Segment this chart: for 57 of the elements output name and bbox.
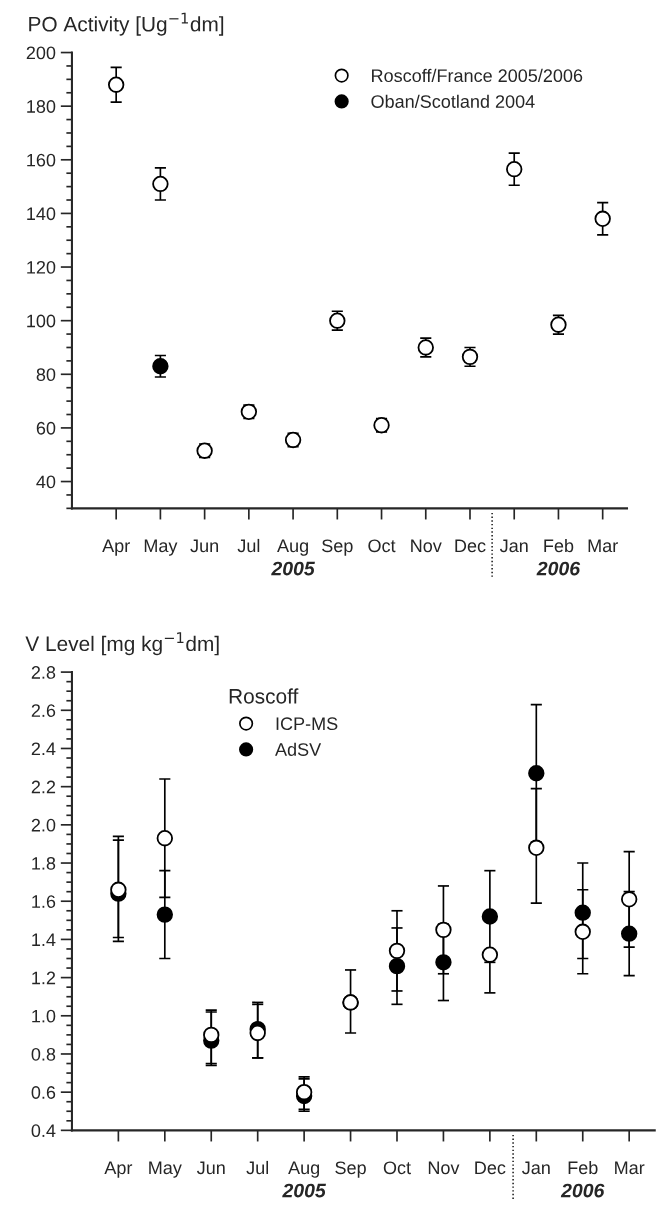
x-tick-label: Oct	[368, 539, 396, 553]
x-tick-label: Nov	[428, 1161, 460, 1175]
x-tick-label: May	[149, 1161, 182, 1178]
x-tick-label: Jun	[196, 1161, 225, 1175]
legend-label: AdSV	[275, 742, 322, 756]
y-tick-label: 40	[36, 475, 56, 489]
text: 2005	[282, 1183, 326, 1198]
y-tick-label: 100	[27, 314, 56, 328]
x-tick-label: Jul	[237, 538, 260, 553]
x-tick-label: Jan	[499, 539, 528, 553]
y-tick-label: 0.6	[31, 1086, 56, 1099]
x-tick-label: Aug	[277, 539, 308, 556]
x-tick-label: Aug	[288, 1161, 320, 1178]
y-tick-label: 160	[27, 153, 56, 167]
x-tick-label: Jun	[190, 539, 219, 553]
y-tick-label: 2.2	[31, 780, 56, 794]
x-tick-label: Sep	[322, 539, 353, 556]
y-tick-label: 2.6	[31, 704, 56, 718]
y-tick-label: 180	[27, 100, 56, 113]
y-tick-label: 2.8	[31, 666, 56, 679]
legend-title: Roscoff	[229, 688, 299, 704]
y-axis-title: V Level [mg kg$^{−1}$dm]	[25, 632, 219, 656]
text: 2005	[271, 561, 315, 576]
x-tick-label: Jan	[522, 1161, 550, 1175]
y-axis-title: PO Activity [Ug$^{−1}$dm]	[29, 12, 224, 36]
x-tick-label: Feb	[544, 538, 574, 553]
y-tick-label: 0.8	[31, 1047, 56, 1061]
x-tick-label: May	[144, 539, 178, 556]
x-tick-label: Mar	[615, 1161, 645, 1175]
legend-label: Roscoff/France 2005/2006	[372, 68, 583, 83]
x-tick-label: Dec	[475, 1161, 506, 1175]
x-tick-label: Jul	[246, 1160, 269, 1175]
y-tick-label: 60	[36, 421, 56, 435]
y-tick-label: 2.0	[31, 818, 56, 832]
y-tick-label: 140	[27, 207, 56, 221]
legend-label: ICP-MS	[276, 717, 338, 731]
x-tick-label: Dec	[455, 539, 486, 553]
x-tick-label: Mar	[588, 539, 618, 553]
x-tick-label: Sep	[335, 1161, 366, 1178]
x-tick-label: Nov	[411, 539, 442, 553]
y-tick-label: 80	[36, 368, 56, 382]
y-tick-label: 0.4	[31, 1124, 56, 1138]
legend-label: Oban/Scotland 2004	[371, 94, 535, 108]
text: 2006	[536, 561, 581, 576]
y-tick-label: 1.2	[32, 971, 56, 985]
y-tick-label: 1.8	[32, 856, 56, 870]
x-tick-label: Apr	[102, 539, 130, 556]
x-tick-label: Feb	[568, 1160, 598, 1175]
text: 2006	[560, 1183, 605, 1198]
y-tick-label: 1.6	[32, 895, 56, 908]
y-tick-label: 120	[27, 260, 56, 274]
y-tick-label: 2.4	[31, 742, 56, 756]
x-tick-label: Apr	[104, 1161, 133, 1178]
y-tick-label: 1.4	[32, 933, 56, 946]
x-tick-label: Oct	[383, 1161, 411, 1175]
y-tick-label: 1.0	[32, 1009, 56, 1023]
y-tick-label: 200	[26, 46, 56, 60]
